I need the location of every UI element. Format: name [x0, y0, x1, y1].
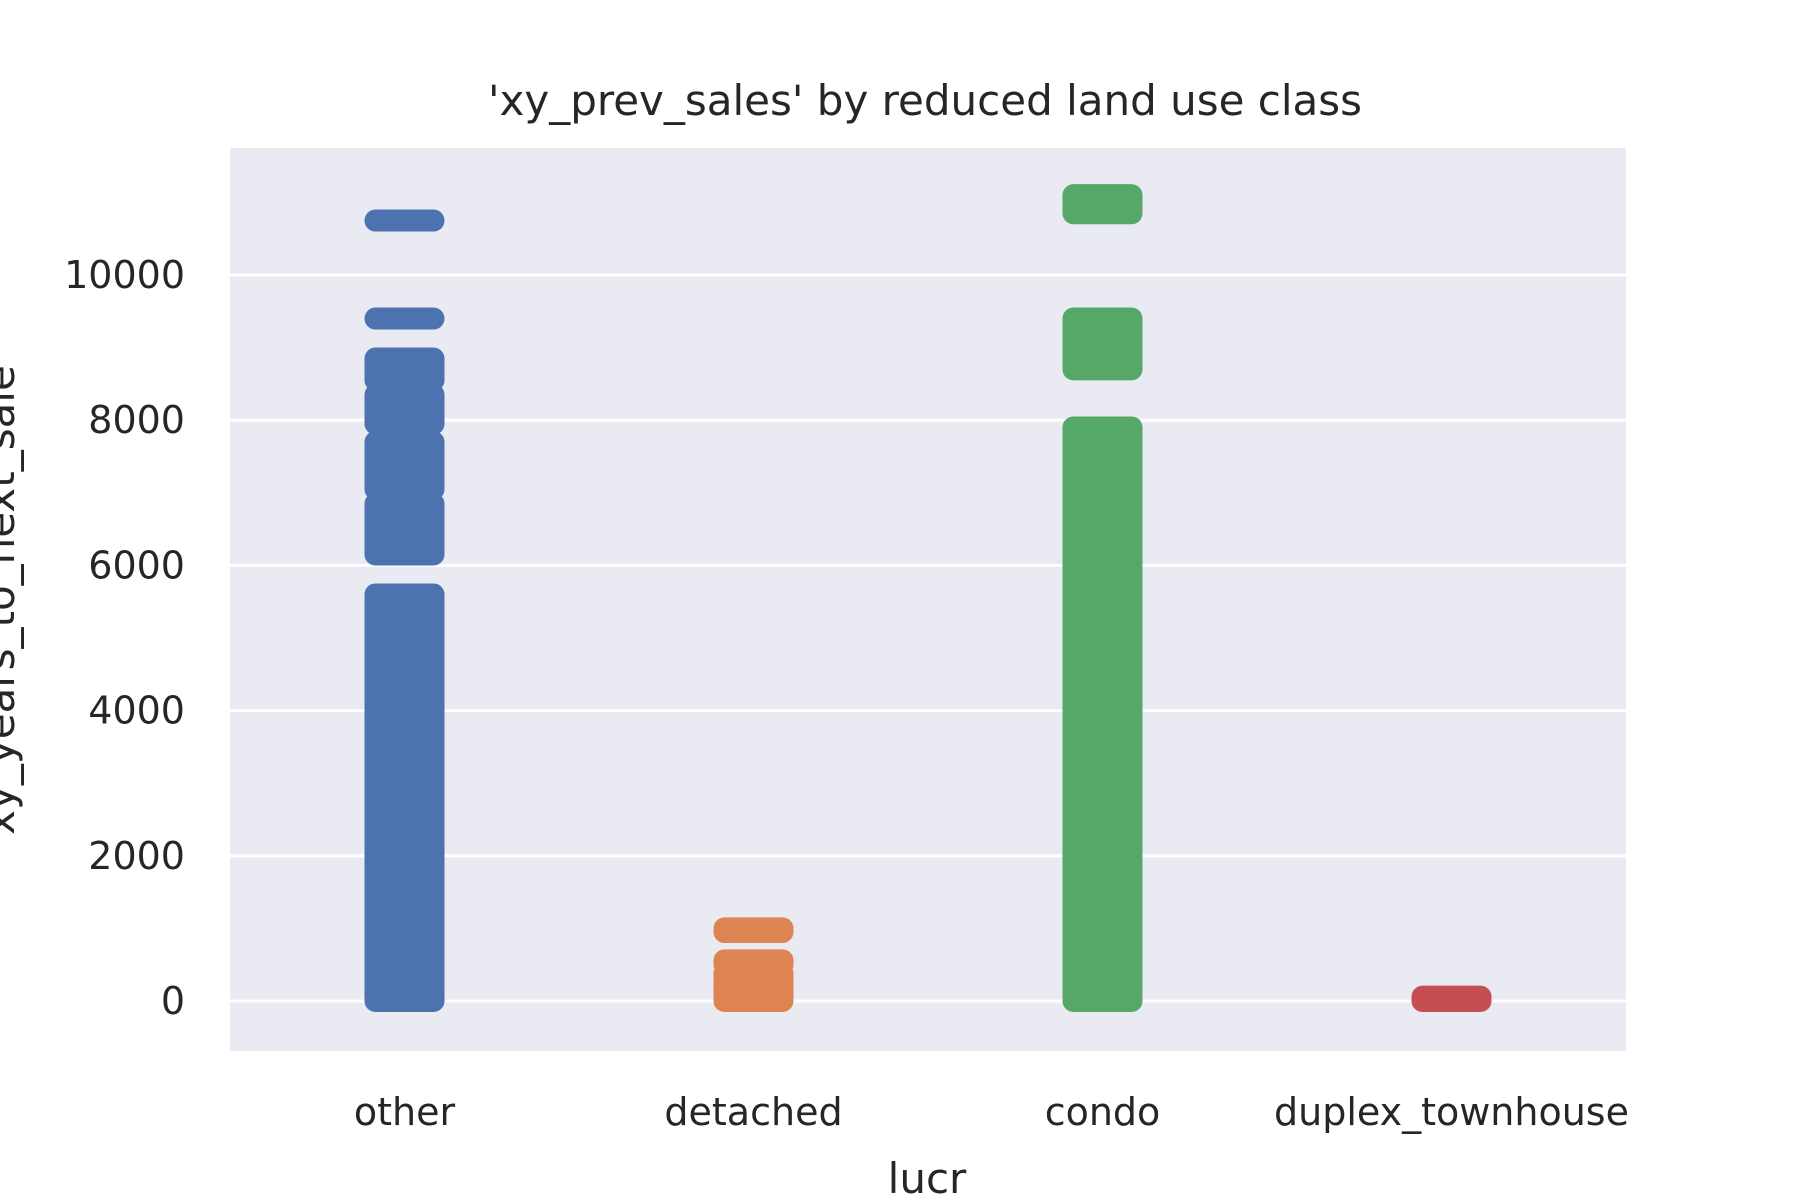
strip-other-band-0	[364, 735, 445, 1012]
strip-detached-band-2	[713, 949, 794, 976]
y-axis-label: xy_years_to_next_sale	[0, 365, 24, 835]
strip-other-band-2	[364, 492, 445, 566]
y-tick-label: 6000	[88, 543, 185, 587]
strip-detached-band-3	[713, 917, 794, 944]
x-axis-label: lucr	[888, 1154, 967, 1200]
y-tick-labels: 0 2000 4000 6000 8000 10000	[64, 253, 185, 1023]
strip-condo-band-2	[1062, 184, 1143, 225]
x-tick-label-duplex-townhouse: duplex_townhouse	[1274, 1090, 1629, 1134]
strip-duplex-townhouse-band-0	[1411, 985, 1492, 1012]
grid-lines	[230, 273, 1626, 1003]
strip-other-band-5	[364, 347, 445, 392]
x-tick-labels: other detached condo duplex_townhouse	[354, 1090, 1629, 1134]
x-tick-label-other: other	[354, 1090, 456, 1134]
x-tick-label-detached: detached	[664, 1090, 842, 1134]
y-tick-label: 8000	[88, 398, 185, 442]
y-tick-label: 4000	[88, 689, 185, 733]
y-tick-label: 0	[161, 979, 185, 1023]
x-tick-label-condo: condo	[1045, 1090, 1161, 1134]
chart-title: 'xy_prev_sales' by reduced land use clas…	[488, 76, 1362, 125]
strip-other-band-7	[364, 209, 445, 232]
strip-other-band-4	[364, 383, 445, 435]
strip-condo-band-1	[1062, 307, 1143, 381]
y-tick-label: 2000	[88, 834, 185, 878]
y-tick-label: 10000	[64, 253, 185, 297]
strip-other-band-3	[364, 430, 445, 501]
strip-other-band-1	[364, 583, 445, 758]
strip-condo-band-0	[1062, 416, 1143, 1013]
strip-other-band-6	[364, 307, 445, 330]
data-marks	[364, 184, 1492, 1013]
plot-area	[230, 148, 1626, 1051]
